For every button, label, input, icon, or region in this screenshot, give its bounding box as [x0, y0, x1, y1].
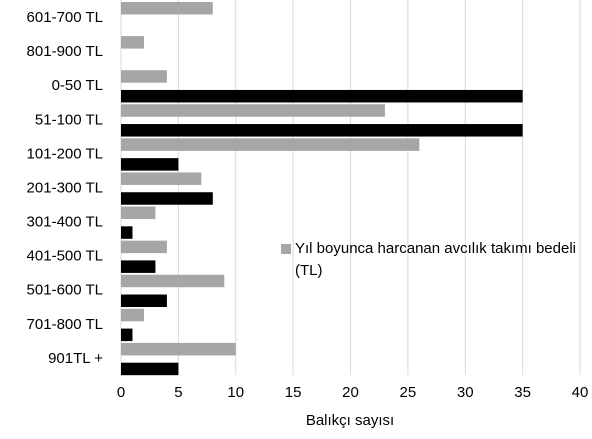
y-tick-label: 801-900 TL — [27, 43, 103, 60]
bar — [121, 328, 133, 342]
bar — [121, 89, 523, 103]
y-tick-label: 501-600 TL — [27, 282, 103, 299]
x-tick-label: 20 — [342, 384, 359, 401]
legend-swatch — [281, 244, 291, 254]
bar — [121, 342, 236, 356]
bar — [121, 2, 213, 15]
legend-label: Yıl boyunca harcanan avcılık takımı bede… — [295, 240, 576, 279]
bar — [121, 104, 385, 117]
bar — [121, 240, 167, 254]
x-tick-label: 40 — [572, 384, 589, 401]
bar — [121, 138, 420, 151]
bar — [121, 36, 144, 49]
y-tick-label: 601-700 TL — [27, 9, 103, 26]
bar — [121, 308, 144, 322]
bar — [121, 70, 167, 83]
y-tick-label: 101-200 TL — [27, 145, 103, 162]
bar — [121, 274, 225, 288]
x-tick-label: 25 — [400, 384, 417, 401]
x-axis-label: Balıkçı sayısı — [306, 412, 394, 429]
y-tick-label: 51-100 TL — [35, 111, 103, 128]
bar — [121, 362, 179, 376]
x-tick-label: 35 — [514, 384, 531, 401]
x-tick-label: 10 — [227, 384, 244, 401]
x-tick-label: 30 — [457, 384, 474, 401]
bar — [121, 206, 156, 220]
x-tick-label: 15 — [285, 384, 302, 401]
y-tick-label: 301-400 TL — [27, 214, 103, 231]
y-tick-label: 901TL + — [48, 350, 103, 367]
bar — [121, 226, 133, 239]
y-tick-label: 401-500 TL — [27, 248, 103, 265]
bar — [121, 294, 167, 307]
bar — [121, 260, 156, 273]
y-tick-label: 701-800 TL — [27, 316, 103, 333]
bar — [121, 172, 202, 185]
y-tick-label: 0-50 TL — [52, 77, 103, 94]
bar — [121, 158, 179, 171]
x-tick-label: 0 — [117, 384, 125, 401]
bar — [121, 192, 213, 205]
x-tick-label: 5 — [174, 384, 182, 401]
legend: Yıl boyunca harcanan avcılık takımı bede… — [281, 238, 581, 282]
y-tick-label: 201-300 TL — [27, 179, 103, 196]
bar — [121, 124, 523, 137]
